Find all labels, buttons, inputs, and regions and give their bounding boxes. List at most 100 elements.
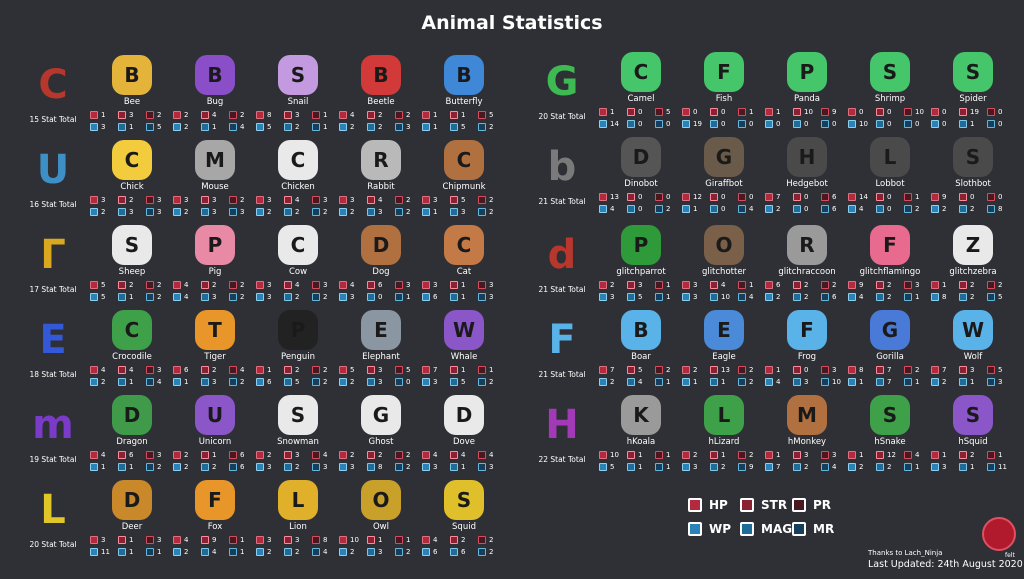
str-value: 1 (461, 366, 466, 374)
str-icon (959, 193, 967, 201)
stat-row-magical: 3 1 3 (420, 462, 508, 472)
animal-card[interactable]: B Bee 1 3 2 3 1 5 (88, 55, 176, 139)
animal-card[interactable]: W Whale 7 1 1 3 5 2 (420, 310, 508, 394)
animal-card[interactable]: S Snowman 2 3 4 3 2 3 (254, 395, 342, 479)
animal-name: Pig (208, 267, 222, 277)
mag-stat: 2 (793, 292, 821, 302)
animal-card[interactable]: H Hedgebot 7 0 6 2 0 6 (763, 137, 851, 221)
animal-card[interactable]: C Chick 3 2 3 2 3 3 (88, 140, 176, 224)
animal-card[interactable]: B Boar 7 5 2 2 4 1 (597, 310, 685, 394)
mag-value: 0 (721, 120, 726, 128)
mr-stat: 0 (655, 119, 683, 129)
animal-card[interactable]: S Squid 4 2 2 6 6 2 (420, 480, 508, 564)
hp-icon (256, 536, 264, 544)
str-value: 2 (378, 111, 383, 119)
animal-card[interactable]: T Tiger 6 2 4 1 3 2 (171, 310, 259, 394)
stat-row-physical: 1 2 2 (254, 365, 342, 375)
hp-stat: 1 (848, 450, 876, 460)
animal-card[interactable]: D Dog 4 6 3 3 0 1 (337, 225, 425, 309)
animal-card[interactable]: P Panda 1 10 9 0 0 0 (763, 52, 851, 136)
hp-stat: 14 (848, 192, 876, 202)
animal-card[interactable]: M Mouse 3 3 2 2 3 3 (171, 140, 259, 224)
animal-card[interactable]: F Frog 1 0 3 4 3 10 (763, 310, 851, 394)
animal-card[interactable]: G Gorilla 8 7 2 1 7 1 (846, 310, 934, 394)
hp-stat: 5 (339, 365, 367, 375)
animal-card[interactable]: F Fish 0 0 1 19 0 0 (680, 52, 768, 136)
mr-value: 4 (749, 293, 754, 301)
animal-card[interactable]: L Lobbot 14 0 1 4 0 2 (846, 137, 934, 221)
stat-row-magical: 11 1 1 (88, 547, 176, 557)
hp-value: 0 (693, 108, 698, 116)
animal-card[interactable]: S Slothbot 9 0 0 2 2 8 (929, 137, 1017, 221)
animal-card[interactable]: P Pig 4 2 2 4 3 2 (171, 225, 259, 309)
str-stat: 2 (284, 365, 312, 375)
mr-value: 2 (489, 548, 494, 556)
animal-card[interactable]: D Dove 4 4 4 3 1 3 (420, 395, 508, 479)
wp-stat: 5 (599, 462, 627, 472)
animal-card[interactable]: L Lion 3 3 8 2 2 4 (254, 480, 342, 564)
animal-card[interactable]: S Spider 0 19 0 0 1 0 (929, 52, 1017, 136)
animal-card[interactable]: S Snail 8 3 1 5 2 1 (254, 55, 342, 139)
animal-name: Dove (452, 437, 475, 447)
animal-card[interactable]: C Cow 3 4 3 3 2 2 (254, 225, 342, 309)
pr-stat: 2 (738, 365, 766, 375)
stat-row-physical: 1 3 2 (88, 110, 176, 120)
animal-card[interactable]: E Eagle 2 13 2 1 1 2 (680, 310, 768, 394)
pr-stat: 2 (146, 280, 174, 290)
animal-card[interactable]: B Bug 2 4 2 2 1 4 (171, 55, 259, 139)
pr-stat: 3 (146, 195, 174, 205)
mag-icon (876, 120, 884, 128)
animal-name: hMonkey (787, 437, 827, 447)
stat-row-magical: 3 1 11 (929, 462, 1017, 472)
stat-row-magical: 2 2 4 (254, 547, 342, 557)
animal-card[interactable]: P Penguin 1 2 2 6 5 2 (254, 310, 342, 394)
animal-card[interactable]: W Wolf 7 3 5 2 1 3 (929, 310, 1017, 394)
animal-card[interactable]: B Beetle 4 2 2 2 2 3 (337, 55, 425, 139)
mag-stat: 2 (793, 462, 821, 472)
cat-icon: C (444, 225, 484, 265)
mr-value: 9 (749, 463, 754, 471)
pr-value: 1 (489, 366, 494, 374)
animal-card[interactable]: E Elephant 5 3 5 2 3 0 (337, 310, 425, 394)
hp-value: 3 (433, 281, 438, 289)
animal-card[interactable]: C Crocodile 4 4 3 2 1 4 (88, 310, 176, 394)
animal-card[interactable]: D Dragon 4 6 3 1 1 2 (88, 395, 176, 479)
hp-value: 5 (350, 366, 355, 374)
pr-value: 4 (323, 451, 328, 459)
stat-row-magical: 2 3 0 (337, 377, 425, 387)
animal-card[interactable]: C Camel 1 0 5 14 0 0 (597, 52, 685, 136)
mr-value: 3 (157, 208, 162, 216)
str-value: 2 (804, 281, 809, 289)
animal-card[interactable]: G Giraffbot 12 0 0 1 0 4 (680, 137, 768, 221)
animal-card[interactable]: U Unicorn 2 1 6 2 2 6 (171, 395, 259, 479)
animal-card[interactable]: C Chicken 3 4 3 2 2 2 (254, 140, 342, 224)
animal-card[interactable]: O Owl 10 1 1 2 3 2 (337, 480, 425, 564)
animal-card[interactable]: B Butterfly 1 1 5 1 5 2 (420, 55, 508, 139)
hp-value: 4 (433, 451, 438, 459)
pr-value: 1 (323, 111, 328, 119)
animal-card[interactable]: S Sheep 5 2 2 5 1 2 (88, 225, 176, 309)
str-stat: 0 (710, 192, 738, 202)
animal-card[interactable]: C Cat 3 1 3 6 1 3 (420, 225, 508, 309)
wp-icon (256, 123, 264, 131)
hp-stat: 9 (848, 280, 876, 290)
hp-stat: 7 (599, 365, 627, 375)
animal-card[interactable]: D Deer 3 1 3 11 1 1 (88, 480, 176, 564)
animal-card[interactable]: S Shrimp 0 0 10 10 0 0 (846, 52, 934, 136)
animal-card[interactable]: C Chipmunk 3 5 2 1 3 2 (420, 140, 508, 224)
animal-card[interactable]: D Dinobot 13 0 0 4 0 2 (597, 137, 685, 221)
animal-card[interactable]: R Rabbit 3 4 2 2 3 2 (337, 140, 425, 224)
animal-card[interactable]: F Fox 4 9 1 2 4 1 (171, 480, 259, 564)
animal-card[interactable]: G Ghost 2 2 2 3 8 2 (337, 395, 425, 479)
hp-icon (682, 451, 690, 459)
